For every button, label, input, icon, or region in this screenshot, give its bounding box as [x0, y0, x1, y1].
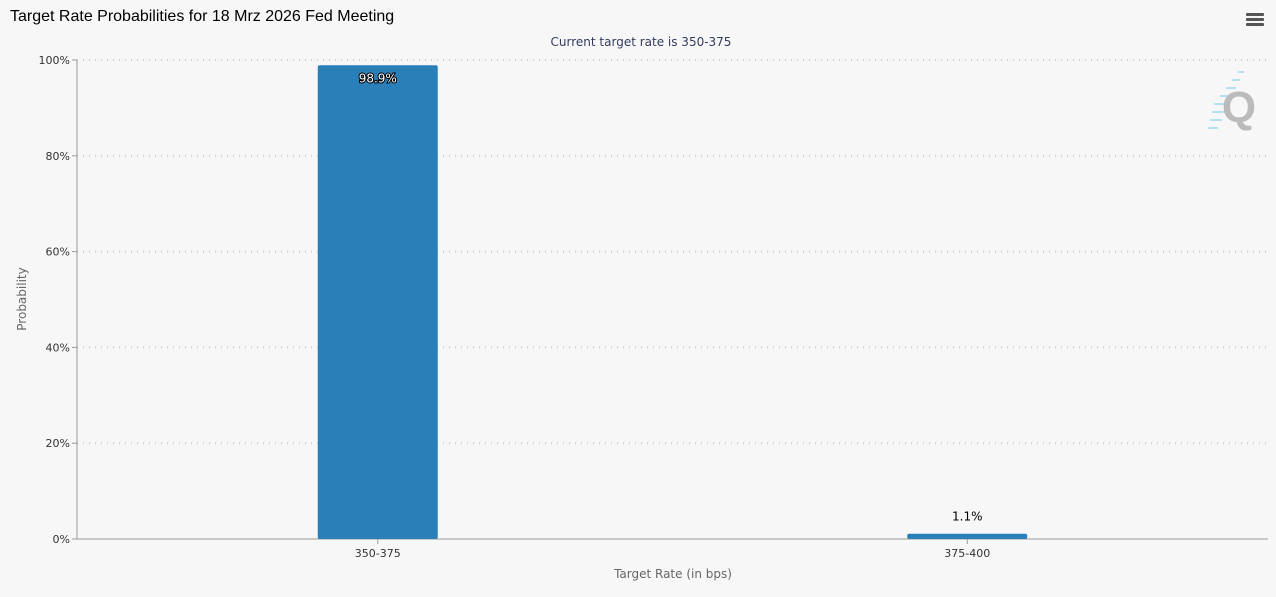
data-label: 98.9% — [359, 71, 397, 85]
y-tick-label: 20% — [46, 437, 70, 450]
y-tick-label: 0% — [53, 533, 70, 546]
bar — [317, 65, 438, 540]
chart-title: Target Rate Probabilities for 18 Mrz 202… — [10, 8, 395, 25]
logo: Q — [1208, 71, 1256, 132]
x-tick-label: 350-375 — [355, 547, 401, 560]
y-tick-label: 80% — [46, 150, 70, 163]
y-tick-label: 100% — [39, 54, 70, 67]
hamburger-menu-icon[interactable] — [1246, 13, 1264, 27]
svg-text:Q: Q — [1222, 83, 1256, 132]
x-tick-label: 375-400 — [944, 547, 990, 560]
y-tick-label: 60% — [46, 246, 70, 259]
bar — [907, 533, 1028, 539]
data-label: 1.1% — [952, 510, 983, 524]
x-axis-label: Target Rate (in bps) — [613, 567, 732, 581]
chart-subtitle: Current target rate is 350-375 — [551, 35, 732, 49]
y-tick-label: 40% — [46, 341, 70, 354]
y-axis-label: Probability — [15, 267, 29, 330]
